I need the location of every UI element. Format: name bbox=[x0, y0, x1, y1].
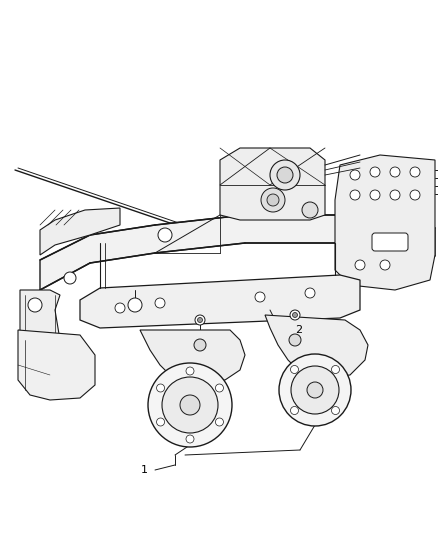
Circle shape bbox=[148, 363, 232, 447]
Circle shape bbox=[186, 367, 194, 375]
Circle shape bbox=[290, 407, 298, 415]
Polygon shape bbox=[18, 330, 95, 400]
FancyBboxPatch shape bbox=[372, 233, 408, 251]
Circle shape bbox=[332, 366, 339, 374]
Polygon shape bbox=[40, 208, 120, 255]
Circle shape bbox=[215, 384, 223, 392]
Circle shape bbox=[410, 190, 420, 200]
Circle shape bbox=[289, 334, 301, 346]
Circle shape bbox=[291, 366, 339, 414]
Circle shape bbox=[290, 366, 298, 374]
Circle shape bbox=[28, 298, 42, 312]
Polygon shape bbox=[265, 315, 368, 378]
Circle shape bbox=[115, 303, 125, 313]
Circle shape bbox=[293, 312, 297, 318]
Circle shape bbox=[390, 190, 400, 200]
Circle shape bbox=[128, 298, 142, 312]
Circle shape bbox=[270, 160, 300, 190]
Circle shape bbox=[158, 228, 172, 242]
Circle shape bbox=[255, 292, 265, 302]
Text: 2: 2 bbox=[295, 325, 302, 335]
Polygon shape bbox=[140, 330, 245, 380]
Circle shape bbox=[64, 272, 76, 284]
Circle shape bbox=[194, 339, 206, 351]
Circle shape bbox=[370, 190, 380, 200]
Circle shape bbox=[380, 260, 390, 270]
Circle shape bbox=[155, 298, 165, 308]
Circle shape bbox=[162, 377, 218, 433]
Circle shape bbox=[370, 167, 380, 177]
Circle shape bbox=[355, 260, 365, 270]
Text: 1: 1 bbox=[141, 465, 148, 475]
Circle shape bbox=[186, 435, 194, 443]
Circle shape bbox=[350, 170, 360, 180]
Circle shape bbox=[307, 382, 323, 398]
Circle shape bbox=[332, 407, 339, 415]
Circle shape bbox=[277, 167, 293, 183]
Circle shape bbox=[350, 190, 360, 200]
Polygon shape bbox=[40, 215, 435, 290]
Circle shape bbox=[267, 194, 279, 206]
Circle shape bbox=[305, 288, 315, 298]
Circle shape bbox=[156, 418, 165, 426]
Circle shape bbox=[410, 167, 420, 177]
Circle shape bbox=[390, 167, 400, 177]
Polygon shape bbox=[80, 275, 360, 328]
Circle shape bbox=[180, 395, 200, 415]
Circle shape bbox=[290, 310, 300, 320]
Circle shape bbox=[198, 318, 202, 322]
Circle shape bbox=[156, 384, 165, 392]
Circle shape bbox=[279, 354, 351, 426]
Circle shape bbox=[195, 315, 205, 325]
Circle shape bbox=[302, 202, 318, 218]
Polygon shape bbox=[335, 155, 435, 290]
Polygon shape bbox=[220, 148, 325, 220]
Circle shape bbox=[261, 188, 285, 212]
Polygon shape bbox=[20, 290, 90, 385]
Circle shape bbox=[215, 418, 223, 426]
